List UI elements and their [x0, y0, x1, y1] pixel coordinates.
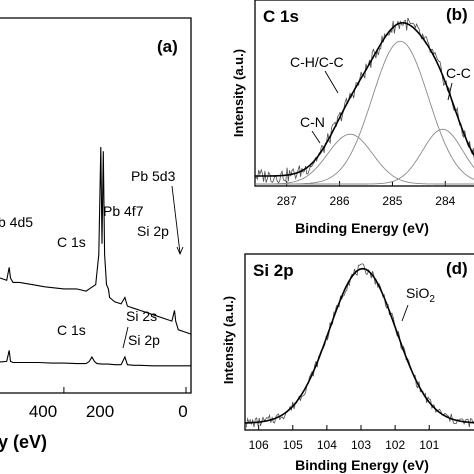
si2p-raw-spectrum	[244, 263, 474, 428]
panel-d-ticks	[258, 425, 430, 430]
x-tick-label-0: 0	[178, 402, 187, 421]
arrow-sio2	[401, 304, 409, 322]
panel-b-x-tick-label: 286	[330, 194, 350, 208]
c1s-raw-spectrum	[254, 17, 474, 184]
annotation-pb4f7: Pb 4f7	[103, 203, 144, 219]
annotation-sio2-base: SiO	[406, 285, 429, 301]
panel-d-y-axis-label: Intensity (a.u.)	[221, 296, 236, 384]
annotation-si2p-top: Si 2p	[137, 223, 169, 239]
panel-d-x-tick-label: 103	[351, 438, 371, 452]
panel-b-label: (b)	[446, 5, 468, 24]
panel-d-x-axis-label: Binding Energy (eV)	[295, 457, 429, 473]
arrow-cn	[311, 130, 321, 144]
arrow-ch-cc	[324, 70, 339, 94]
c1s-component-cc	[255, 128, 474, 185]
annotation-sio2: SiO2	[406, 285, 435, 305]
arrowhead-pb5d3	[176, 246, 184, 256]
annotation-c1s-bottom: C 1s	[57, 322, 86, 338]
panel-a-x-axis-label: y (eV)	[0, 432, 47, 452]
panel-b: C 1s (b) C-H/C-C C-N C-C Intensity (a.u.…	[231, 0, 474, 236]
panel-b-x-tick-label: 284	[435, 194, 455, 208]
panel-b-x-axis-label: Binding Energy (eV)	[295, 220, 429, 236]
survey-spectrum-top	[0, 146, 192, 335]
panel-a: (a) 400 200 0 y (eV) b 4d5 Pb 4f7 Pb 5d3…	[0, 17, 192, 452]
annotation-sio2-subscript: 2	[429, 294, 435, 305]
survey-spectrum-bottom	[0, 350, 191, 367]
panel-b-x-tick-label: 285	[382, 194, 402, 208]
panel-b-frame	[254, 0, 474, 187]
si2p-fit-envelope	[244, 267, 474, 424]
c1s-component-cn	[255, 133, 474, 185]
annotation-si2s-bottom: Si 2s	[126, 308, 157, 324]
panel-d: Si 2p (d) SiO2 Intensity (a.u.) 106 105 10…	[221, 253, 474, 473]
c1s-fit-envelope	[255, 22, 474, 177]
annotation-si2p-bottom: Si 2p	[128, 332, 160, 348]
panel-d-x-tick-label: 104	[317, 438, 337, 452]
panel-b-x-tick-label: 287	[277, 194, 297, 208]
panel-d-frame	[244, 253, 474, 431]
panel-d-tick-labels: 106 105 104 103 102 101	[249, 438, 440, 452]
panel-d-x-tick-label: 102	[385, 438, 405, 452]
annotation-cn: C-N	[300, 114, 325, 130]
panel-d-label: (d)	[446, 259, 468, 278]
panel-a-label: (a)	[157, 37, 178, 56]
annotation-pb4d5: b 4d5	[0, 214, 33, 230]
arrow-si2s	[122, 326, 129, 349]
panel-d-x-tick-label: 106	[249, 438, 269, 452]
panel-a-ticks	[63, 387, 187, 393]
panel-b-y-axis-label: Intensity (a.u.)	[231, 49, 246, 137]
panel-a-frame	[0, 17, 192, 394]
x-tick-label-400: 400	[29, 402, 57, 421]
annotation-ch-cc: C-H/C-C	[290, 54, 344, 70]
annotation-cc: C-C	[446, 65, 471, 81]
panel-d-x-tick-label: 101	[419, 438, 439, 452]
panel-d-title: Si 2p	[253, 261, 294, 280]
x-tick-label-200: 200	[86, 402, 114, 421]
panel-b-tick-labels: 287 286 285 284	[277, 194, 456, 208]
annotation-c1s-top: C 1s	[57, 234, 86, 250]
annotation-pb5d3: Pb 5d3	[131, 168, 176, 184]
panel-d-x-tick-label: 105	[283, 438, 303, 452]
c1s-component-ch-cc	[255, 40, 474, 185]
arrow-pb5d3	[171, 185, 181, 254]
arrow-cc	[447, 82, 453, 101]
panel-b-title: C 1s	[263, 7, 299, 26]
